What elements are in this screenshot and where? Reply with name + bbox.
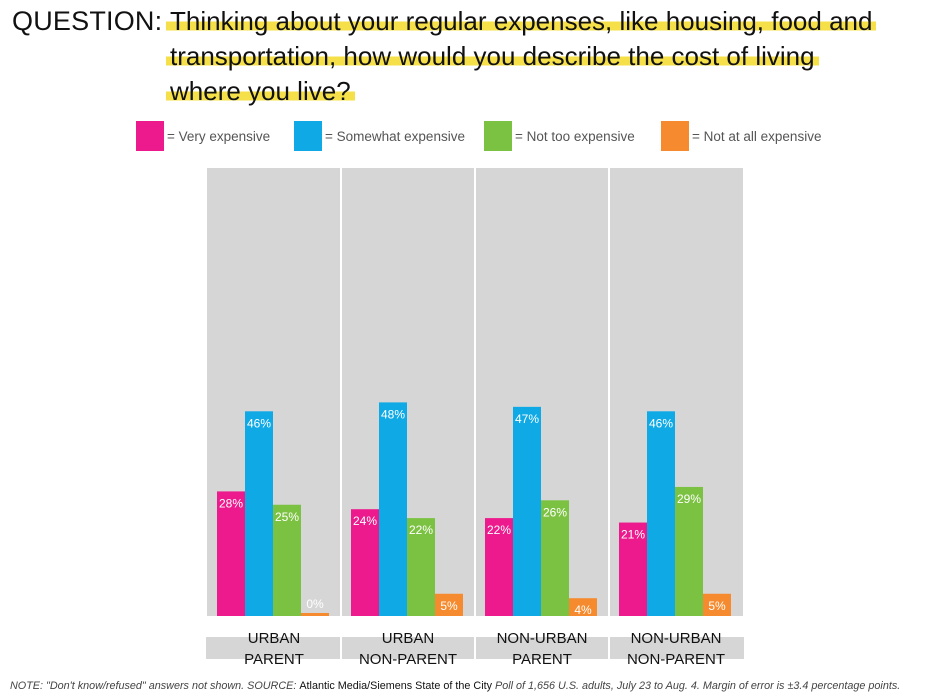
question-line-1: Thinking about your regular expenses, li…	[166, 6, 877, 36]
bar-very-4	[619, 522, 647, 616]
legend-label-very: = Very expensive	[167, 128, 271, 144]
data-label-not_too-2: 22%	[409, 523, 433, 537]
bar-very-3	[485, 518, 513, 616]
source-note: NOTE: "Don't know/refused" answers not s…	[10, 680, 901, 692]
bar-not_too-3	[541, 500, 569, 616]
category-label-3-line-1: NON-URBAN	[497, 630, 588, 647]
category-label-1-line-1: URBAN	[248, 630, 301, 647]
legend-not-at-all-expensive: = Not at all expensive	[661, 121, 821, 151]
category-divider-1	[340, 637, 342, 659]
bar-not_too-2	[407, 518, 435, 616]
data-label-very-1: 28%	[219, 496, 243, 510]
category-label-2-line-2: NON-PARENT	[359, 651, 457, 668]
data-label-not_at_all-2: 5%	[440, 599, 458, 613]
category-band-1	[206, 637, 342, 659]
data-label-somewhat-1: 46%	[247, 416, 271, 430]
bar-somewhat-2	[379, 402, 407, 616]
question-label: QUESTION:	[12, 6, 163, 36]
category-label-2-line-1: URBAN	[382, 630, 435, 647]
legend-swatch-not-at-all	[661, 121, 689, 151]
data-label-not_too-3: 26%	[543, 505, 567, 519]
legend-very-expensive: = Very expensive	[136, 121, 270, 151]
legend-label-not-too: = Not too expensive	[515, 128, 635, 144]
data-label-not_at_all-3: 4%	[574, 603, 592, 617]
data-label-not_too-4: 29%	[677, 492, 701, 506]
bar-somewhat-1	[245, 411, 273, 616]
data-label-somewhat-3: 47%	[515, 412, 539, 426]
bar-not_at_all-3	[569, 598, 597, 616]
data-label-very-2: 24%	[353, 514, 377, 528]
category-divider-3	[608, 637, 610, 659]
data-label-very-3: 22%	[487, 523, 511, 537]
legend-not-too-expensive: = Not too expensive	[484, 121, 635, 151]
data-label-somewhat-2: 48%	[381, 407, 405, 421]
category-band-4	[608, 637, 744, 659]
category-label-1-line-2: PARENT	[244, 651, 304, 668]
question-line-3: where you live?	[166, 76, 355, 106]
bar-very-1	[217, 491, 245, 616]
bar-somewhat-3	[513, 406, 541, 616]
legend-label-somewhat: = Somewhat expensive	[325, 128, 465, 144]
bar-very-2	[351, 509, 379, 616]
data-label-not_too-1: 25%	[275, 510, 299, 524]
bar-not_at_all-2	[435, 593, 463, 616]
legend-swatch-somewhat	[294, 121, 322, 151]
legend-somewhat-expensive: = Somewhat expensive	[294, 121, 465, 151]
category-label-4-line-2: NON-PARENT	[627, 651, 725, 668]
data-label-somewhat-4: 46%	[649, 416, 673, 430]
panel-divider-2	[474, 168, 476, 616]
legend-swatch-not-too	[484, 121, 512, 151]
panel-divider-3	[608, 168, 610, 616]
data-label-very-4: 21%	[621, 528, 645, 542]
category-label-4-line-1: NON-URBAN	[631, 630, 722, 647]
legend-label-not-at-all: = Not at all expensive	[692, 128, 822, 144]
question-line-2: transportation, how would you describe t…	[166, 41, 819, 71]
bar-not_at_all-4	[703, 593, 731, 616]
bar-chart: 28% 24% 22% 21% 46% 48% 47% 46% 25% 22% 26% 29% 0% 5%…	[206, 168, 744, 668]
bar-not_too-1	[273, 504, 301, 616]
category-label-3-line-2: PARENT	[512, 651, 572, 668]
data-label-not_at_all-1: 0%	[306, 597, 324, 611]
category-band-2	[340, 637, 476, 659]
panel-divider-1	[340, 168, 342, 616]
legend-swatch-very	[136, 121, 164, 151]
bar-not_too-4	[675, 486, 703, 616]
data-label-not_at_all-4: 5%	[708, 599, 726, 613]
category-divider-2	[474, 637, 476, 659]
category-band-3	[474, 637, 610, 659]
bar-not_at_all-1	[301, 613, 329, 616]
bar-somewhat-4	[647, 411, 675, 616]
